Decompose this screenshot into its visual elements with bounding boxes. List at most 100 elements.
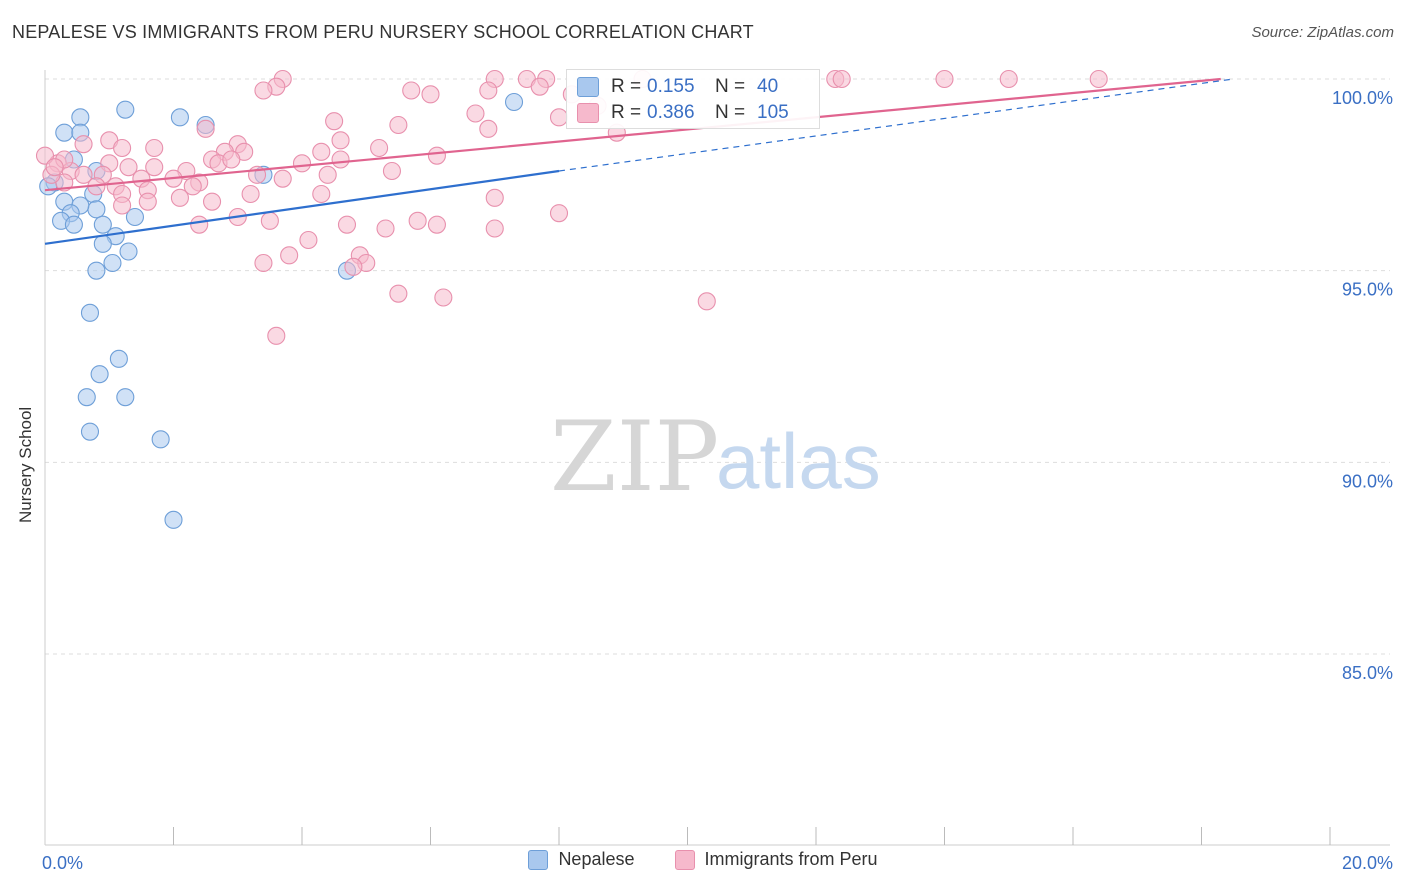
nepalese-trend-line — [44, 169, 560, 245]
peru-point — [113, 138, 132, 158]
peru-point — [254, 253, 273, 273]
peru-point — [337, 215, 357, 234]
peru-point — [299, 230, 318, 250]
nepalese-point — [504, 92, 524, 112]
watermark: ZIP atlas — [550, 401, 881, 513]
y-tick-label: 95.0% — [1342, 280, 1393, 300]
peru-point — [312, 142, 331, 161]
peru-point — [318, 165, 337, 184]
peru-point — [370, 138, 389, 158]
y-tick-label: 85.0% — [1342, 663, 1393, 683]
n-label: N = — [715, 102, 746, 123]
peru-point — [402, 81, 421, 100]
x-tick-label: 20.0% — [1342, 853, 1393, 873]
axes — [44, 70, 1390, 846]
stats-swatch-pink — [577, 103, 599, 123]
peru-point — [479, 119, 498, 138]
peru-point — [389, 284, 408, 303]
nepalese-point — [164, 510, 183, 529]
trend-lines — [44, 77, 1234, 245]
peru-point — [222, 150, 241, 169]
peru-point — [183, 177, 202, 196]
legend-item-peru[interactable]: Immigrants from Peru — [674, 849, 878, 870]
peru-point — [74, 165, 93, 184]
peru-point — [260, 211, 279, 230]
peru-point — [196, 119, 215, 138]
peru-point — [421, 85, 440, 104]
peru-point — [549, 108, 569, 127]
peru-point — [832, 69, 851, 89]
peru-trend-line — [44, 77, 1221, 192]
watermark-atlas: atlas — [716, 417, 881, 505]
stats-row-peru: R = 0.386 N = 105 — [577, 101, 789, 125]
peru-point — [203, 192, 222, 211]
n-value-peru: 105 — [757, 102, 789, 123]
legend-label-peru: Immigrants from Peru — [704, 849, 878, 869]
peru-point — [331, 150, 350, 169]
peru-point — [389, 115, 408, 135]
stats-swatch-blue — [577, 77, 599, 97]
r-label: R = — [611, 76, 642, 97]
peru-point — [697, 292, 716, 311]
nepalese-point — [119, 242, 138, 261]
r-value-nepalese: 0.155 — [647, 76, 695, 97]
nepalese-point — [64, 215, 83, 234]
peru-point — [331, 131, 350, 150]
x-tick-label: 0.0% — [42, 853, 83, 873]
peru-point — [145, 158, 164, 177]
peru-point — [113, 196, 132, 215]
r-value-peru: 0.386 — [647, 102, 695, 123]
peru-point — [479, 81, 498, 100]
peru-point — [190, 215, 209, 234]
grid-lines — [45, 78, 1390, 655]
peru-point — [999, 69, 1018, 89]
peru-point — [267, 326, 286, 345]
peru-point — [74, 135, 93, 154]
peru-point — [273, 169, 292, 188]
peru-point — [138, 192, 157, 211]
nepalese-point — [93, 234, 112, 253]
peru-point — [485, 188, 504, 207]
peru-point — [325, 112, 344, 131]
legend-swatch-pink — [674, 849, 695, 870]
tick-labels: 100.0% 95.0% 90.0% 85.0% 0.0% 20.0% — [42, 88, 1393, 873]
peru-point — [241, 184, 260, 204]
legend-label-nepalese: Nepalese — [558, 849, 635, 869]
peru-point — [45, 158, 64, 177]
peru-point — [485, 219, 504, 238]
nepalese-point — [90, 365, 109, 384]
peru-point — [427, 146, 446, 165]
peru-point — [382, 161, 402, 181]
peru-point — [935, 69, 954, 89]
nepalese-point — [103, 253, 122, 273]
nepalese-point — [125, 207, 144, 227]
nepalese-point — [80, 422, 100, 441]
peru-point — [376, 219, 395, 238]
peru-point — [170, 188, 189, 207]
peru-point — [427, 215, 446, 234]
peru-point — [1089, 69, 1108, 89]
chart-title: NEPALESE VS IMMIGRANTS FROM PERU NURSERY… — [12, 22, 754, 42]
y-axis-label: Nursery School — [16, 406, 35, 523]
peru-point — [549, 204, 569, 223]
peru-point — [530, 77, 549, 96]
nepalese-point — [109, 349, 128, 368]
legend: Nepalese Immigrants from Peru — [0, 849, 1406, 870]
peru-point — [312, 184, 331, 204]
y-tick-label: 100.0% — [1332, 88, 1393, 108]
nepalese-trend-extension — [558, 78, 1234, 172]
peru-point — [254, 81, 273, 100]
nepalese-point — [116, 100, 135, 119]
nepalese-point — [80, 303, 100, 322]
nepalese-point — [170, 108, 189, 127]
legend-item-nepalese[interactable]: Nepalese — [528, 849, 635, 870]
n-label: N = — [715, 76, 746, 97]
nepalese-point — [93, 215, 112, 234]
peru-point — [466, 104, 485, 123]
n-value-nepalese: 40 — [757, 76, 779, 97]
stats-box: R = 0.155 N = 40 R = 0.386 N = 105 — [566, 69, 820, 129]
nepalese-point — [116, 388, 135, 407]
peru-point — [408, 211, 427, 230]
watermark-zip: ZIP — [550, 401, 719, 513]
peru-point — [145, 138, 164, 158]
